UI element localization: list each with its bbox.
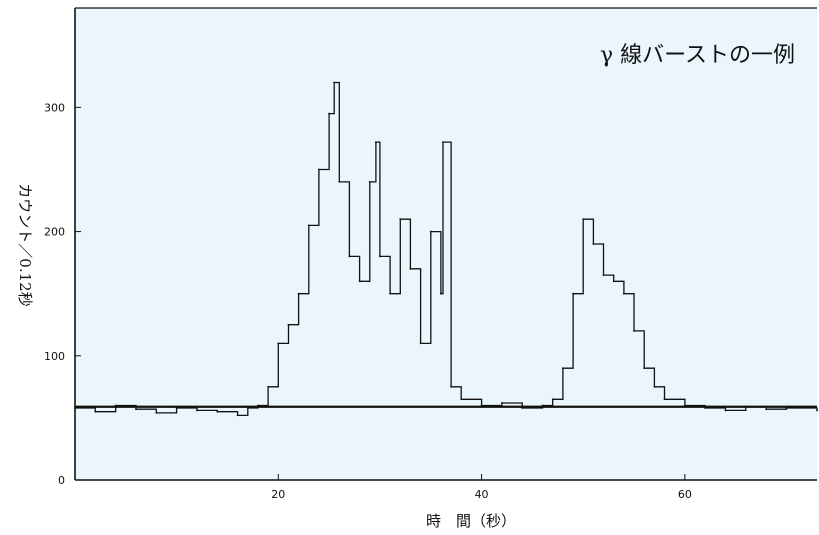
data-point — [501, 402, 503, 404]
data-point — [450, 385, 452, 388]
data-point — [480, 404, 483, 407]
data-point — [551, 398, 554, 401]
data-point — [440, 292, 442, 295]
data-point — [74, 407, 76, 409]
data-point — [196, 409, 198, 412]
x-tick-label: 60 — [678, 488, 692, 501]
data-point — [257, 404, 259, 407]
chart-title: γ 線バーストの一例 — [600, 43, 795, 68]
data-point — [297, 292, 300, 295]
series-line-group — [74, 81, 818, 417]
data-point — [114, 404, 117, 407]
data-point — [155, 412, 158, 414]
data-point — [541, 404, 544, 407]
data-point — [409, 267, 412, 270]
y-tick-label: 200 — [44, 226, 65, 239]
data-point — [442, 141, 444, 144]
data-point — [267, 385, 270, 388]
y-axis-label: カウント／0.12秒 — [16, 183, 34, 306]
data-point — [612, 280, 615, 283]
data-point — [633, 330, 635, 332]
data-point — [683, 404, 686, 407]
data-point — [592, 243, 595, 245]
data-point — [318, 168, 320, 171]
x-tick-label: 20 — [271, 488, 285, 501]
data-point — [429, 230, 432, 233]
data-point — [561, 367, 564, 370]
data-point — [460, 398, 463, 401]
tick-labels: 20 40 60 0 100 200 300 — [44, 101, 692, 501]
data-point — [135, 408, 137, 411]
data-point — [348, 255, 351, 258]
data-point — [236, 414, 239, 417]
data-point — [246, 407, 249, 409]
data-point — [338, 180, 341, 183]
data-point — [287, 323, 290, 326]
data-point — [663, 398, 666, 401]
data-point — [765, 408, 768, 411]
data-point — [521, 407, 524, 409]
data-point — [582, 218, 585, 221]
x-axis-label: 時 間（秒） — [426, 512, 516, 530]
data-point — [277, 342, 280, 345]
plot-area — [75, 8, 817, 480]
data-point — [368, 180, 371, 183]
data-point — [785, 407, 788, 409]
y-tick-label: 100 — [44, 350, 65, 363]
data-point — [572, 292, 574, 295]
data-point — [94, 410, 97, 413]
data-point — [328, 112, 331, 115]
data-point — [307, 224, 310, 227]
data-point — [744, 405, 747, 408]
data-point — [216, 410, 219, 413]
data-point — [358, 280, 361, 283]
data-point — [374, 141, 377, 144]
data-point — [333, 81, 336, 84]
data-point — [175, 407, 178, 409]
data-point — [816, 409, 818, 412]
x-tick-label: 40 — [475, 488, 489, 501]
data-point — [643, 367, 646, 370]
data-point — [379, 255, 381, 258]
data-point — [399, 218, 402, 221]
data-point — [704, 407, 707, 409]
data-point — [602, 274, 605, 276]
data-point — [389, 292, 391, 295]
data-point — [653, 385, 656, 388]
data-point — [724, 409, 727, 412]
data-point — [622, 292, 625, 295]
y-tick-label: 300 — [44, 101, 65, 114]
data-point — [419, 342, 422, 345]
axes — [74, 7, 817, 481]
y-tick-label: 0 — [58, 474, 65, 487]
